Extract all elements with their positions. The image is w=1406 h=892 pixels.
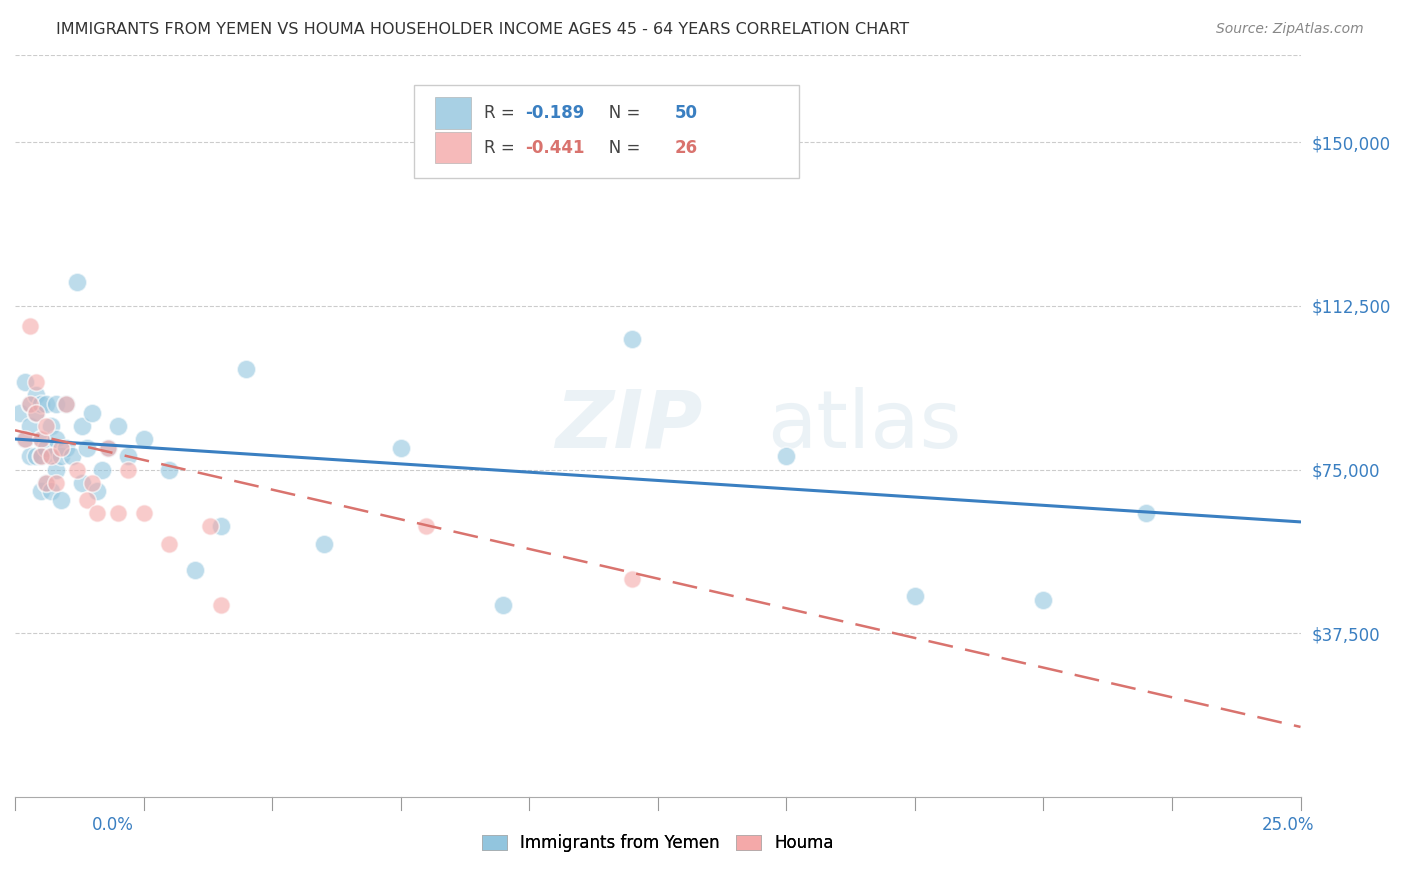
Point: [157, 462, 180, 476]
Point: [20, 397, 42, 411]
Point: [30, 484, 52, 499]
Point: [35, 397, 58, 411]
Text: -0.441: -0.441: [526, 139, 585, 157]
Point: [107, 506, 129, 520]
Point: [76, 493, 98, 508]
Point: [117, 462, 139, 476]
Point: [107, 418, 129, 433]
Point: [20, 450, 42, 464]
Point: [82, 406, 104, 420]
Text: atlas: atlas: [768, 387, 962, 465]
Text: 0.0%: 0.0%: [91, 816, 134, 834]
Point: [24, 406, 46, 420]
Point: [70, 418, 93, 433]
Point: [20, 318, 42, 333]
Point: [35, 441, 58, 455]
Point: [1032, 593, 1054, 607]
Point: [30, 450, 52, 464]
Point: [312, 537, 335, 551]
Text: Source: ZipAtlas.com: Source: ZipAtlas.com: [1216, 22, 1364, 37]
Point: [200, 519, 222, 533]
Point: [51, 493, 73, 508]
Point: [45, 475, 67, 490]
Point: [51, 450, 73, 464]
Point: [8, 406, 31, 420]
Point: [91, 462, 114, 476]
Point: [621, 572, 644, 586]
Point: [60, 450, 83, 464]
Point: [30, 450, 52, 464]
Point: [55, 397, 77, 411]
Point: [24, 376, 46, 390]
Point: [30, 432, 52, 446]
Point: [66, 275, 89, 289]
Point: [1135, 506, 1157, 520]
Point: [86, 484, 108, 499]
Text: N =: N =: [593, 139, 647, 157]
Point: [775, 450, 797, 464]
Point: [45, 462, 67, 476]
Point: [30, 397, 52, 411]
Text: R =: R =: [484, 139, 520, 157]
Point: [24, 406, 46, 420]
Point: [492, 598, 515, 612]
Point: [51, 441, 73, 455]
Point: [20, 418, 42, 433]
Point: [184, 563, 207, 577]
Text: -0.189: -0.189: [526, 104, 585, 122]
Point: [45, 432, 67, 446]
Text: 25.0%: 25.0%: [1263, 816, 1315, 834]
Text: N =: N =: [593, 104, 647, 122]
Point: [415, 519, 437, 533]
Point: [96, 441, 118, 455]
Point: [20, 397, 42, 411]
Point: [70, 475, 93, 490]
FancyBboxPatch shape: [413, 85, 799, 178]
Point: [39, 484, 62, 499]
Point: [35, 418, 58, 433]
Point: [132, 432, 155, 446]
Point: [76, 441, 98, 455]
Point: [82, 475, 104, 490]
Point: [621, 332, 644, 346]
Point: [86, 506, 108, 520]
FancyBboxPatch shape: [436, 132, 471, 163]
Point: [24, 388, 46, 402]
Point: [96, 441, 118, 455]
Point: [24, 450, 46, 464]
Point: [30, 432, 52, 446]
Point: [14, 432, 37, 446]
Point: [35, 475, 58, 490]
Point: [14, 376, 37, 390]
Text: ZIP: ZIP: [555, 387, 702, 465]
Text: IMMIGRANTS FROM YEMEN VS HOUMA HOUSEHOLDER INCOME AGES 45 - 64 YEARS CORRELATION: IMMIGRANTS FROM YEMEN VS HOUMA HOUSEHOLD…: [56, 22, 910, 37]
Point: [117, 450, 139, 464]
Point: [39, 418, 62, 433]
Point: [157, 537, 180, 551]
Text: R =: R =: [484, 104, 520, 122]
Legend: Immigrants from Yemen, Houma: Immigrants from Yemen, Houma: [475, 828, 841, 859]
Text: 50: 50: [675, 104, 697, 122]
Point: [132, 506, 155, 520]
FancyBboxPatch shape: [436, 97, 471, 128]
Point: [55, 397, 77, 411]
Point: [45, 397, 67, 411]
Point: [66, 462, 89, 476]
Point: [389, 441, 412, 455]
Text: 26: 26: [675, 139, 697, 157]
Point: [55, 441, 77, 455]
Point: [35, 475, 58, 490]
Point: [14, 432, 37, 446]
Point: [39, 450, 62, 464]
Point: [39, 450, 62, 464]
Point: [209, 598, 232, 612]
Point: [904, 589, 927, 603]
Point: [209, 519, 232, 533]
Point: [235, 362, 257, 376]
